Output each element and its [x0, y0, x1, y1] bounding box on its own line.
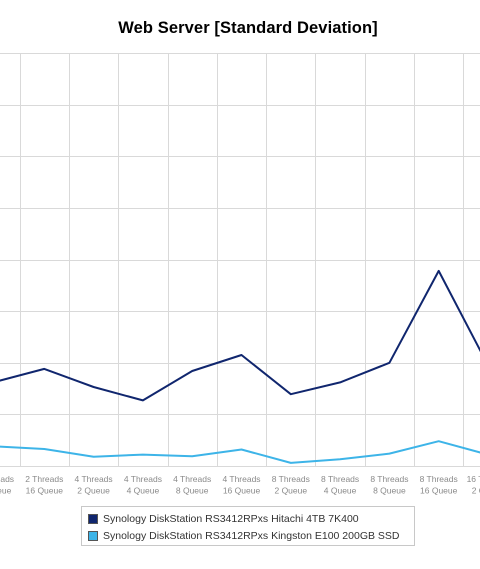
x-tick-label: 8 Threads 16 Queue	[420, 474, 458, 496]
series-line-0	[0, 269, 480, 402]
legend-swatch-kingston	[88, 530, 98, 541]
legend-label-hitachi: Synology DiskStation RS3412RPxs Hitachi …	[103, 512, 359, 525]
x-tick-label: 2 Threads 16 Queue	[25, 474, 63, 496]
legend: Synology DiskStation RS3412RPxs Hitachi …	[81, 506, 415, 546]
chart-title: Web Server [Standard Deviation]	[118, 19, 378, 37]
legend-item-hitachi[interactable]: Synology DiskStation RS3412RPxs Hitachi …	[82, 510, 414, 527]
x-tick-label: 8 Threads 4 Queue	[321, 474, 359, 496]
x-tick-label: 8 Threads 8 Queue	[370, 474, 408, 496]
legend-swatch-hitachi	[88, 513, 98, 524]
x-tick-label: 8 Threads 2 Queue	[272, 474, 310, 496]
x-tick-label: 4 Threads 8 Queue	[173, 474, 211, 496]
grid-lines	[0, 53, 480, 467]
x-tick-label: 4 Threads 4 Queue	[124, 474, 162, 496]
series-line-1	[0, 440, 480, 464]
x-tick-label: 4 Threads 16 Queue	[222, 474, 260, 496]
x-tick-label: 4 Threads 2 Queue	[75, 474, 113, 496]
legend-label-kingston: Synology DiskStation RS3412RPxs Kingston…	[103, 529, 400, 542]
legend-item-kingston[interactable]: Synology DiskStation RS3412RPxs Kingston…	[82, 527, 414, 544]
series-lines	[0, 269, 480, 464]
